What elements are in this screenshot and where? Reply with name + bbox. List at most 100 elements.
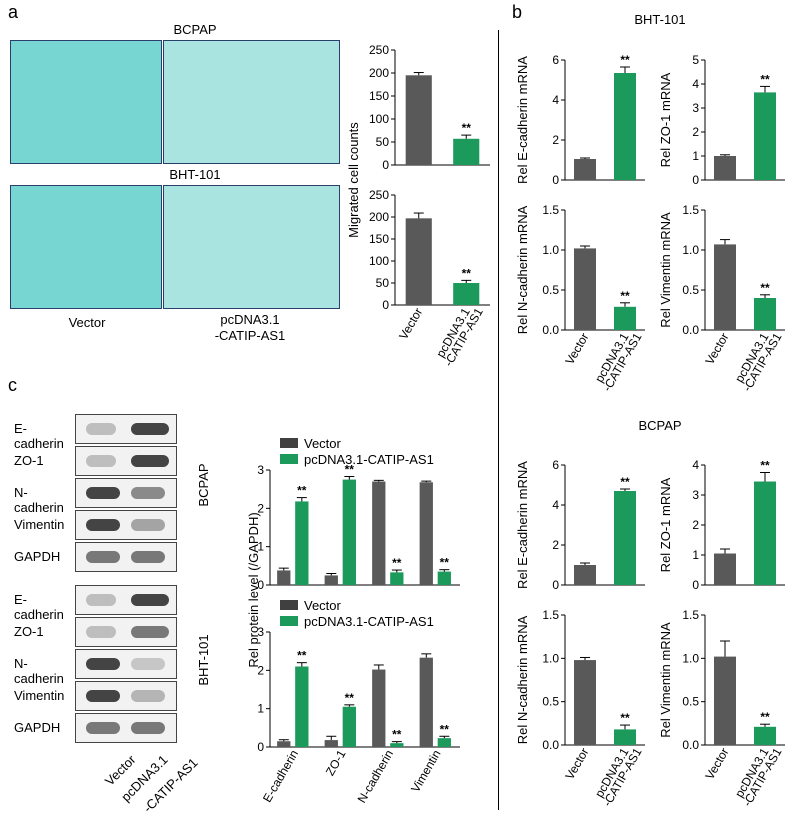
bar xyxy=(372,669,386,747)
y-tick-label: 1.5 xyxy=(682,203,699,217)
blot-label: N-cadherin xyxy=(14,656,64,686)
legend-swatch xyxy=(280,616,298,626)
y-tick-label: 1.0 xyxy=(542,243,559,257)
micro-label-construct-2: -CATIP-AS1 xyxy=(214,328,286,343)
bar xyxy=(405,218,432,305)
blot-label: E-cadherin xyxy=(14,421,64,451)
y-tick-label: 1 xyxy=(692,548,699,562)
y-tick-label: 0.5 xyxy=(682,695,699,709)
y-tick-label: 3 xyxy=(257,463,264,477)
bar xyxy=(453,283,480,305)
bar xyxy=(714,244,736,330)
x-tick-label: Vector xyxy=(562,331,591,367)
significance-mark: ** xyxy=(440,722,450,736)
bar xyxy=(419,657,433,747)
x-tick-label: Vector xyxy=(702,331,731,367)
bar xyxy=(295,666,309,747)
micro-label-construct-1: pcDNA3.1 xyxy=(220,312,280,327)
blot-label: E-cadherin xyxy=(14,592,64,622)
legend-swatch xyxy=(280,600,298,610)
bar xyxy=(714,656,736,745)
y-tick-label: 4 xyxy=(552,498,559,512)
panel-label-a: a xyxy=(8,2,19,22)
y-tick-label: 250 xyxy=(369,188,389,202)
blot-strip xyxy=(75,446,177,476)
y-tick-label: 2 xyxy=(692,125,699,139)
significance-mark: ** xyxy=(440,556,450,570)
x-tick-label: E-cadherin xyxy=(260,748,301,805)
y-tick-label: 6 xyxy=(552,458,559,472)
y-tick-label: 1.0 xyxy=(682,243,699,257)
y-tick-label: 0 xyxy=(552,578,559,592)
blot-label: N-cadherin xyxy=(14,485,64,515)
blot-strip xyxy=(75,649,177,679)
blot-label: Vimentin xyxy=(14,688,65,703)
y-tick-label: 2 xyxy=(257,663,264,677)
y-axis-label: Migrated cell counts xyxy=(346,122,361,238)
bar xyxy=(390,743,404,747)
blot-strip xyxy=(75,681,177,711)
significance-mark: ** xyxy=(345,463,355,477)
x-tick-label: Vector xyxy=(396,306,425,342)
legend-swatch xyxy=(280,454,298,464)
blot-strip xyxy=(75,713,177,743)
y-tick-label: 50 xyxy=(376,276,390,290)
bar xyxy=(614,729,636,745)
y-tick-label: 2 xyxy=(552,133,559,147)
y-tick-label: 0.5 xyxy=(682,283,699,297)
micro-label-vector: Vector xyxy=(68,315,106,330)
significance-mark: ** xyxy=(620,289,630,303)
y-axis-label: Rel ZO-1 mRNA xyxy=(658,72,673,167)
y-tick-label: 1 xyxy=(692,149,699,163)
blot-strip xyxy=(75,617,177,647)
y-tick-label: 2 xyxy=(552,538,559,552)
legend-label: pcDNA3.1-CATIP-AS1 xyxy=(304,452,434,467)
blot-label: Vimentin xyxy=(14,517,65,532)
bar xyxy=(390,572,404,585)
blot-label: ZO-1 xyxy=(14,624,44,639)
bar xyxy=(277,741,291,747)
y-tick-label: 3 xyxy=(692,101,699,115)
bar xyxy=(574,159,596,180)
x-tick-label: Vector xyxy=(562,746,591,782)
bar xyxy=(714,553,736,585)
y-tick-label: 3 xyxy=(257,625,264,639)
y-axis-label: Rel N-cadherin mRNA xyxy=(515,615,530,744)
bar xyxy=(324,740,338,747)
y-axis-label-protein: Rel protein level (/GAPDH) xyxy=(246,512,261,667)
blot-label: ZO-1 xyxy=(14,453,44,468)
bar xyxy=(574,565,596,585)
y-tick-label: 200 xyxy=(369,210,389,224)
y-tick-label: 0 xyxy=(552,173,559,187)
y-tick-label: 5 xyxy=(692,53,699,67)
micro-title-bht: BHT-101 xyxy=(169,167,221,182)
blot-strip xyxy=(75,585,177,615)
blot-strip xyxy=(75,478,177,508)
significance-mark: ** xyxy=(620,53,630,67)
y-tick-label: 2 xyxy=(692,518,699,532)
y-tick-label: 0.5 xyxy=(542,283,559,297)
y-tick-label: 4 xyxy=(552,93,559,107)
significance-mark: ** xyxy=(462,121,472,135)
y-tick-label: 0.5 xyxy=(542,695,559,709)
significance-mark: ** xyxy=(760,72,770,86)
bar xyxy=(295,501,309,585)
blot-label: GAPDH xyxy=(14,720,61,735)
bar xyxy=(342,706,356,747)
y-tick-label: 150 xyxy=(369,232,389,246)
y-tick-label: 2 xyxy=(257,501,264,515)
legend-label: Vector xyxy=(304,598,342,613)
y-tick-label: 150 xyxy=(369,89,389,103)
y-tick-label: 4 xyxy=(692,458,699,472)
blot-strip xyxy=(75,542,177,572)
bar xyxy=(754,481,776,585)
y-tick-label: 0.0 xyxy=(682,323,699,337)
y-tick-label: 0 xyxy=(382,298,389,312)
legend-label: Vector xyxy=(304,436,342,451)
bar xyxy=(614,491,636,585)
bar xyxy=(574,248,596,330)
significance-mark: ** xyxy=(620,475,630,489)
significance-mark: ** xyxy=(392,728,402,742)
x-tick-label: ZO-1 xyxy=(323,747,349,778)
